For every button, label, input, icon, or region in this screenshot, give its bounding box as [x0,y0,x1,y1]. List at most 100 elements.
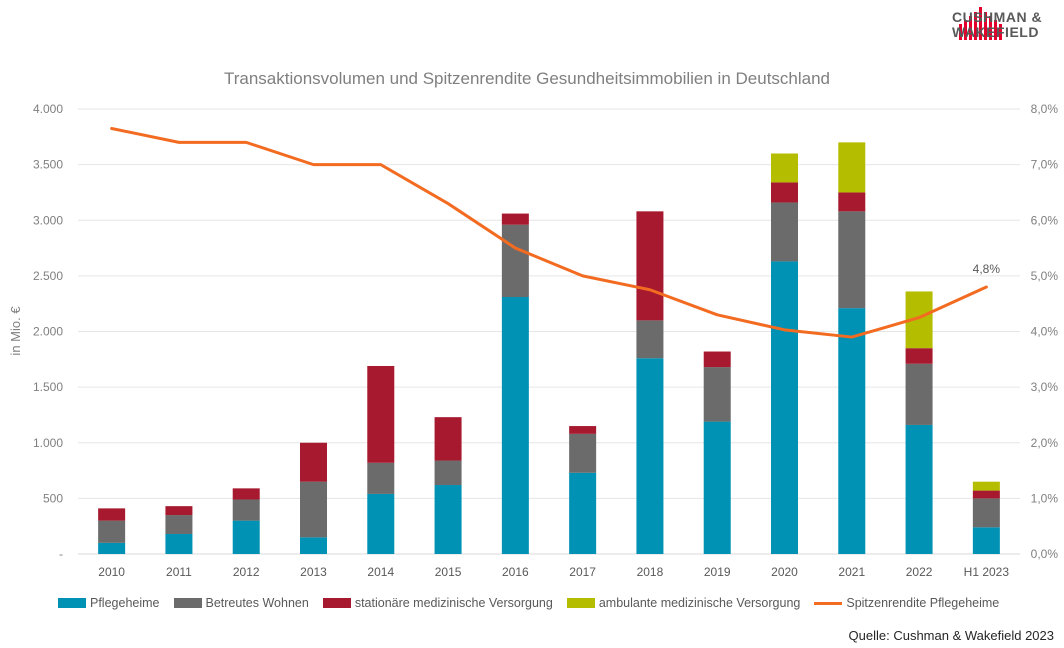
rate-last-label: 4,8% [973,262,1001,276]
x-tick-label: 2013 [300,565,327,579]
x-tick-label: 2011 [166,565,192,579]
legend-item: stationäre medizinische Versorgung [322,596,553,610]
y-axis-label: in Mio. € [8,306,23,356]
y2-axis-ticks: 0,0% 1,0% 2,0% 3,0% 4,0% 5,0% 6,0% 7,0% 8,0% [1031,102,1059,561]
bar-segment [771,153,798,183]
source-note: Quelle: Cushman & Wakefield 2023 [848,628,1054,643]
x-axis-ticks: 2010 2011 2012 2013 2014 2015 2016 2017 2018 2019… [98,565,1009,579]
x-tick-label: 2010 [98,565,125,579]
bar-segment [972,498,1000,528]
bar-segment [838,308,866,554]
y2-tick-label: 8,0% [1031,102,1059,116]
legend-swatch [173,598,202,608]
bar-segment [165,515,193,534]
y2-tick-label: 7,0% [1031,158,1059,172]
legend-item: ambulante medizinische Versorgung [566,596,801,610]
bar-segment [569,433,597,473]
bar-segment [703,367,731,422]
y-tick-label: 1.500 [33,380,63,394]
bar-segment [771,261,798,554]
bar-segment [838,142,866,193]
bar-segment [905,348,933,364]
bar-segment [838,211,866,309]
bar-segment [434,460,462,486]
bar-segment [703,351,731,368]
brand-line-2: WAKEFIELD [952,24,1039,40]
y2-tick-label: 5,0% [1031,269,1059,283]
bar-segment [367,493,395,554]
x-tick-label: 2018 [637,565,664,579]
x-tick-label: 2019 [704,565,731,579]
bar-segment [300,481,327,538]
legend-swatch [322,598,351,608]
y2-tick-label: 6,0% [1031,213,1059,227]
y-axis-ticks: - 500 1.000 1.500 2.000 2.500 3.000 3.500 4.000 [33,102,63,561]
legend-label: Betreutes Wohnen [205,596,309,610]
bar-segment [232,499,260,521]
bar-segment [367,462,395,494]
bar-segment [501,224,529,298]
x-tick-label: 2015 [435,565,462,579]
bar-segment [905,363,933,425]
y-tick-label: 3.000 [33,213,63,227]
brand-logo-icon [959,7,1002,40]
bar-segment [165,506,193,516]
bar-segment [501,297,529,554]
x-tick-label: 2014 [367,565,394,579]
bar-segment [972,490,1000,499]
bar-segment [98,508,126,521]
y-tick-label: - [59,547,63,561]
x-tick-label: 2022 [906,565,933,579]
brand-line-1: CUSHMAN & [952,9,1043,25]
legend-item: Spitzenrendite Pflegeheime [814,596,999,610]
legend-swatch [566,598,595,608]
bar-segment [703,421,731,554]
bar-segment [771,182,798,203]
x-tick-label: 2012 [233,565,260,579]
rate-line [110,126,988,339]
legend-item: Pflegeheime [58,596,160,610]
bar-segment [98,520,126,543]
bar-segment [232,520,260,554]
x-tick-label: 2020 [771,565,798,579]
legend-line-swatch [814,601,843,605]
legend-label: ambulante medizinische Versorgung [598,596,801,610]
bar-segment [367,365,395,463]
bar-segment [905,424,933,554]
legend: Pflegeheime Betreutes Wohnen stationäre me… [58,594,1013,612]
bar-segment [972,481,1000,491]
bar-segment [501,213,529,225]
rate-line-group: 4,8% [110,126,1001,339]
x-tick-label: H1 2023 [964,565,1010,579]
x-tick-label: 2017 [569,565,596,579]
brand-name: CUSHMAN & WAKEFIELD [952,10,1042,40]
bar-segment [165,533,193,554]
bar-segment [434,485,462,554]
bar-segment [636,211,664,321]
y2-tick-label: 4,0% [1031,325,1059,339]
bar-segment [98,542,126,554]
legend-label: stationäre medizinische Versorgung [354,596,553,610]
bar-segment [300,442,327,482]
x-tick-label: 2016 [502,565,529,579]
y2-tick-label: 1,0% [1031,491,1059,505]
y2-tick-label: 3,0% [1031,380,1059,394]
y2-tick-label: 0,0% [1031,547,1059,561]
y2-tick-label: 2,0% [1031,436,1059,450]
bar-segment [569,472,597,554]
y-tick-label: 500 [43,491,63,505]
bar-segment [972,527,1000,554]
y-tick-label: 1.000 [33,436,63,450]
legend-label: Spitzenrendite Pflegeheime [846,596,1000,610]
y-tick-label: 2.500 [33,269,63,283]
bar-segment [636,320,664,359]
chart-title: Transaktionsvolumen und Spitzenrendite G… [224,69,830,88]
y-tick-label: 3.500 [33,158,63,172]
y-tick-label: 2.000 [33,325,63,339]
legend-swatch [58,598,86,608]
bar-segment [434,417,462,461]
bar-segment [838,192,866,212]
legend-label: Pflegeheime [90,596,160,610]
bar-segment [232,488,260,500]
